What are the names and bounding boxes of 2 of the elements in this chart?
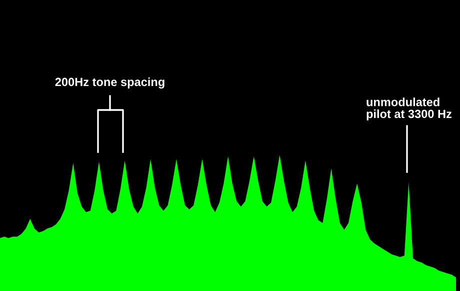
text: unmodulated pilot at 3300 Hz [366, 98, 452, 120]
text: 200Hz tone spacing [55, 77, 164, 89]
